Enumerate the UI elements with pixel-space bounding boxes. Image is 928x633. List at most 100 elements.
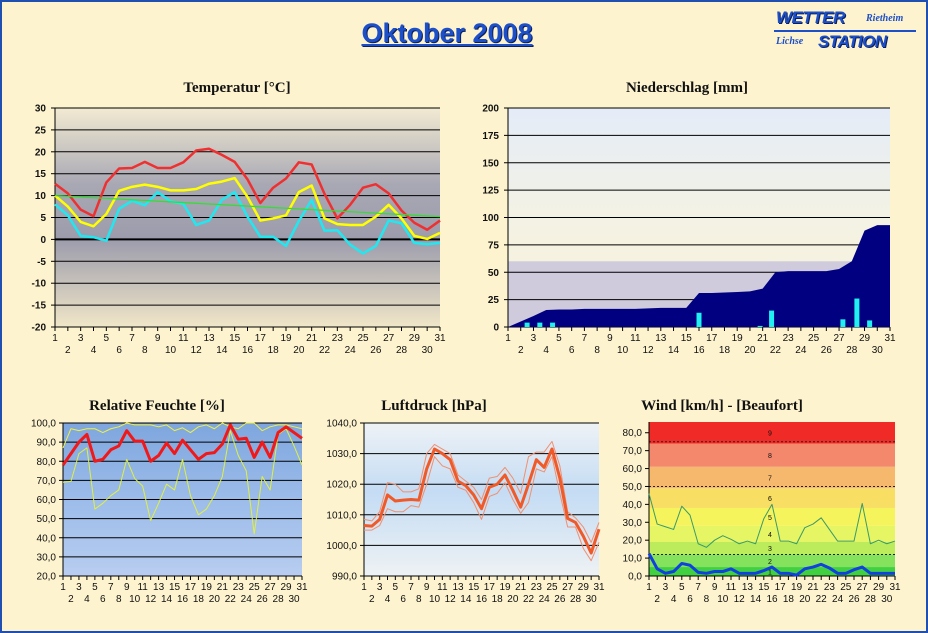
x-tick-label: 5	[556, 333, 562, 344]
daily-precipitation-bar	[537, 322, 543, 327]
precipitation-chart-title: Niederschlag [mm]	[626, 80, 748, 96]
x-tick-label: 13	[153, 582, 165, 593]
y-tick-label: 1010,0	[326, 510, 357, 521]
x-tick-label: 10	[617, 345, 629, 356]
x-tick-label: 13	[742, 582, 754, 593]
x-tick-label: 21	[217, 582, 229, 593]
x-tick-label: 1	[52, 333, 58, 344]
beaufort-band-8	[649, 443, 895, 467]
x-tick-label: 30	[422, 345, 434, 356]
y-tick-label: -15	[32, 301, 47, 312]
x-tick-label: 21	[757, 333, 769, 344]
temperature-chart: -20-15-10-505101520253012345678910111213…	[32, 104, 446, 357]
x-tick-label: 10	[129, 594, 141, 605]
beaufort-label: 8	[768, 453, 772, 460]
x-tick-label: 4	[385, 594, 391, 605]
x-tick-label: 21	[306, 333, 318, 344]
wind-chart-title: Wind [km/h] - [Beaufort]	[641, 398, 803, 414]
x-tick-label: 18	[492, 594, 504, 605]
x-tick-label: 22	[523, 594, 535, 605]
humidity-chart-title: Relative Feuchte [%]	[89, 398, 225, 414]
x-tick-label: 20	[209, 594, 221, 605]
logo-wetter: WETTER	[776, 8, 845, 27]
x-tick-label: 19	[791, 582, 803, 593]
x-tick-label: 4	[84, 594, 90, 605]
x-tick-label: 8	[416, 594, 422, 605]
x-tick-label: 1	[505, 333, 511, 344]
x-tick-label: 29	[873, 582, 885, 593]
y-tick-label: 100,0	[31, 419, 56, 430]
x-tick-label: 16	[693, 345, 705, 356]
x-tick-label: 2	[654, 594, 660, 605]
x-tick-label: 10	[717, 594, 729, 605]
x-tick-label: 2	[518, 345, 524, 356]
x-tick-label: 17	[185, 582, 197, 593]
x-tick-label: 27	[834, 333, 846, 344]
x-tick-label: 15	[758, 582, 770, 593]
daily-precipitation-bar	[867, 320, 873, 327]
x-tick-label: 20	[293, 345, 305, 356]
y-tick-label: 20,0	[623, 536, 643, 547]
y-tick-label: 10,0	[623, 554, 643, 565]
x-tick-label: 24	[539, 594, 551, 605]
beaufort-label: 4	[768, 532, 772, 539]
pressure-chart-title: Luftdruck [hPa]	[381, 398, 486, 414]
x-tick-label: 30	[872, 345, 884, 356]
beaufort-label: 2	[768, 559, 772, 566]
beaufort-band-7	[649, 466, 895, 489]
x-tick-label: 17	[775, 582, 787, 593]
beaufort-label: 7	[768, 476, 772, 483]
x-tick-label: 4	[91, 345, 97, 356]
y-tick-label: 80,0	[623, 428, 643, 439]
humidity-chart: 20,030,040,050,060,070,080,090,0100,0123…	[31, 419, 308, 606]
x-tick-label: 30	[288, 594, 300, 605]
y-tick-label: 50,0	[37, 514, 57, 525]
x-tick-label: 28	[273, 594, 285, 605]
x-tick-label: 22	[770, 345, 782, 356]
x-tick-label: 3	[377, 582, 383, 593]
x-tick-label: 25	[249, 582, 261, 593]
beaufort-label: 5	[768, 515, 772, 522]
x-tick-label: 21	[515, 582, 527, 593]
x-tick-label: 7	[695, 582, 701, 593]
logo-place: Rietheim	[866, 13, 904, 24]
y-tick-label: 75	[488, 240, 500, 251]
x-tick-label: 1	[646, 582, 652, 593]
x-tick-label: 31	[889, 582, 901, 593]
x-tick-label: 15	[229, 333, 241, 344]
y-tick-label: 100	[482, 213, 499, 224]
y-tick-label: 200	[482, 104, 499, 115]
x-tick-label: 11	[137, 582, 148, 593]
x-tick-label: 26	[257, 594, 269, 605]
x-tick-label: 23	[824, 582, 836, 593]
x-tick-label: 31	[593, 582, 605, 593]
x-tick-label: 8	[142, 345, 148, 356]
temperature-chart-title: Temperatur [°C]	[183, 80, 290, 96]
x-tick-label: 8	[116, 594, 122, 605]
daily-precipitation-bar	[550, 322, 556, 327]
x-tick-label: 24	[795, 345, 807, 356]
x-tick-label: 18	[193, 594, 205, 605]
x-tick-label: 19	[499, 582, 511, 593]
x-tick-label: 26	[370, 345, 382, 356]
x-tick-label: 17	[255, 333, 267, 344]
wind-chart: 1234567890,010,020,030,040,050,060,070,0…	[623, 422, 901, 605]
x-tick-label: 17	[706, 333, 718, 344]
y-tick-label: 15	[35, 169, 47, 180]
x-tick-label: 6	[116, 345, 122, 356]
beaufort-band-4	[649, 525, 895, 542]
x-tick-label: 30	[881, 594, 893, 605]
beaufort-band-5	[649, 507, 895, 526]
x-tick-label: 15	[681, 333, 693, 344]
x-tick-label: 25	[357, 333, 369, 344]
daily-precipitation-bar	[757, 325, 763, 327]
x-tick-label: 6	[569, 345, 575, 356]
x-tick-label: 23	[531, 582, 543, 593]
y-tick-label: 60,0	[37, 495, 57, 506]
y-tick-label: 25	[35, 125, 47, 136]
daily-precipitation-bar	[854, 298, 860, 327]
temperature-series-min	[54, 190, 441, 255]
x-tick-label: 19	[732, 333, 744, 344]
x-tick-label: 11	[437, 582, 448, 593]
